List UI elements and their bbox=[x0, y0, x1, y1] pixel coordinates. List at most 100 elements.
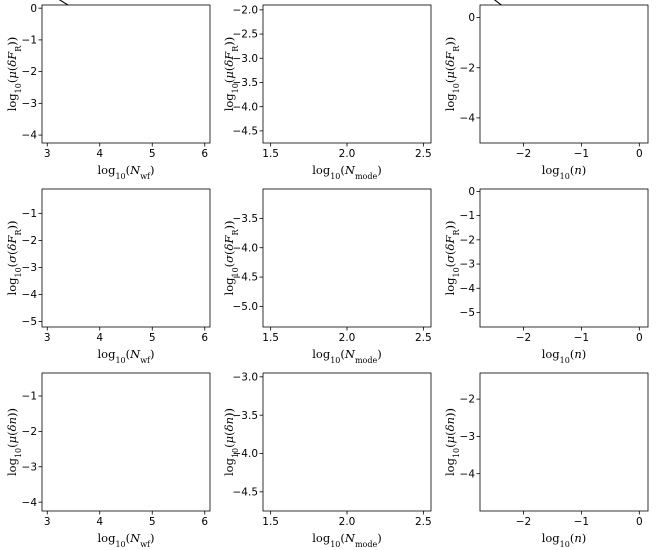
x-axis-ticks: −2 −1 0 bbox=[516, 143, 643, 160]
x-axis-ticks: 3 4 5 6 bbox=[44, 143, 208, 160]
y-tick-label: −4 bbox=[22, 497, 38, 509]
x-axis-label: log10(Nwf) bbox=[97, 531, 154, 549]
x-tick-label: 3 bbox=[44, 148, 51, 160]
y-axis-ticks: −5 −4 −3 −2 −1 bbox=[22, 208, 42, 328]
y-axis-label: log10(μ(δFR)) bbox=[222, 37, 240, 112]
plot-frame bbox=[479, 4, 649, 144]
x-tick-label: −2 bbox=[516, 148, 531, 160]
y-tick-label: 0 bbox=[468, 186, 475, 198]
x-tick-label: 6 bbox=[201, 332, 208, 344]
x-axis-label: log10(Nmode) bbox=[312, 347, 381, 365]
plot-frame bbox=[41, 372, 211, 512]
y-axis-ticks: −5 −4 −3 −2 −1 0 bbox=[460, 186, 480, 319]
y-tick-label: −3.5 bbox=[233, 77, 259, 89]
y-tick-label: −3.0 bbox=[233, 53, 259, 65]
y-axis-ticks: −5.0 −4.5 −4.0 −3.5 bbox=[233, 213, 263, 313]
panel-r3c2: 1.5 2.0 2.5 −4.5 −4.0 −3.5 −3.0 log10(Nmode) log… bbox=[222, 371, 432, 548]
x-axis-label: log10(n) bbox=[542, 531, 587, 549]
y-axis-ticks: −4 −3 −2 −1 bbox=[22, 391, 42, 509]
y-axis-label: log10(μ(δn)) bbox=[443, 408, 461, 476]
plot-frame bbox=[41, 4, 211, 144]
x-tick-label: −2 bbox=[516, 516, 531, 528]
x-tick-label: 5 bbox=[149, 516, 156, 528]
y-tick-label: −5 bbox=[22, 316, 37, 328]
plot-frame bbox=[262, 188, 432, 328]
y-tick-label: −1 bbox=[22, 391, 37, 403]
y-tick-label: −1 bbox=[460, 210, 475, 222]
y-axis-ticks: −4 −3 −2 −1 0 bbox=[22, 3, 42, 142]
y-axis-label: log10(σ(δFR)) bbox=[222, 221, 240, 296]
x-tick-label: 4 bbox=[96, 332, 103, 344]
y-axis-ticks: −4 −3 −2 bbox=[460, 394, 480, 480]
x-tick-label: 5 bbox=[149, 148, 156, 160]
y-tick-label: 0 bbox=[468, 12, 475, 24]
y-tick-label: −3 bbox=[22, 98, 37, 110]
x-axis-ticks: −2 −1 0 bbox=[516, 511, 643, 528]
x-axis-ticks: 1.5 2.0 2.5 bbox=[262, 511, 432, 528]
x-tick-label: 4 bbox=[96, 516, 103, 528]
y-axis-ticks: −4.5 −4.0 −3.5 −3.0 −2.5 −2.0 bbox=[233, 4, 263, 137]
x-tick-label: 0 bbox=[636, 332, 643, 344]
y-axis-label: log10(σ(δFR)) bbox=[443, 221, 461, 296]
y-tick-label: −3 bbox=[460, 431, 475, 443]
y-axis-label: log10(μ(δFR)) bbox=[443, 37, 461, 112]
x-axis-ticks: 3 4 5 6 bbox=[44, 327, 208, 344]
x-tick-label: −1 bbox=[574, 148, 589, 160]
y-tick-label: −5.0 bbox=[233, 301, 259, 313]
x-tick-label: −1 bbox=[574, 332, 589, 344]
x-tick-label: 2.5 bbox=[415, 332, 432, 344]
x-tick-label: 1.5 bbox=[262, 148, 279, 160]
y-tick-label: −1 bbox=[22, 34, 37, 46]
y-tick-label: −4.0 bbox=[233, 242, 259, 254]
x-axis-ticks: −2 −1 0 bbox=[516, 327, 643, 344]
panel-r1c2: 1.5 2.0 2.5 −4.5 −4.0 −3.5 −3.0 −2.5 −2.0 log10(N… bbox=[222, 4, 432, 180]
y-tick-label: −3 bbox=[460, 259, 475, 271]
y-axis-label: log10(μ(δFR)) bbox=[5, 37, 23, 112]
y-tick-label: −3 bbox=[22, 262, 37, 274]
panel-r3c1: 3 4 5 6 −4 −3 −2 −1 log10(Nwf) log10(μ(δn)) bbox=[5, 372, 211, 549]
y-tick-label: −3.5 bbox=[233, 410, 259, 422]
y-tick-label: −4.0 bbox=[233, 448, 259, 460]
y-axis-ticks: −4 −2 0 bbox=[460, 12, 480, 125]
y-tick-label: −2 bbox=[22, 66, 37, 78]
x-axis-label: log10(n) bbox=[542, 163, 587, 181]
y-tick-label: −1 bbox=[22, 208, 37, 220]
x-tick-label: 2.5 bbox=[415, 148, 432, 160]
x-tick-label: 0 bbox=[636, 516, 643, 528]
x-tick-label: 0 bbox=[636, 148, 643, 160]
x-tick-label: 4 bbox=[96, 148, 103, 160]
y-axis-label: log10(μ(δn)) bbox=[222, 408, 240, 476]
plot-frame bbox=[262, 372, 432, 512]
y-tick-label: −4.5 bbox=[233, 486, 259, 498]
x-tick-label: 2.5 bbox=[415, 516, 432, 528]
y-tick-label: 0 bbox=[30, 3, 37, 15]
y-tick-label: −2 bbox=[22, 426, 37, 438]
y-tick-label: −2 bbox=[22, 235, 37, 247]
x-axis-label: log10(Nwf) bbox=[97, 347, 154, 365]
y-tick-label: −4 bbox=[460, 113, 476, 125]
panel-r1c1: 3 4 5 6 −4 −3 −2 −1 0 log10(Nwf) log10(μ(δFR)) bbox=[5, 0, 211, 181]
y-tick-label: −3.5 bbox=[233, 213, 259, 225]
y-tick-label: −4 bbox=[460, 283, 476, 295]
x-tick-label: 1.5 bbox=[262, 516, 279, 528]
x-tick-label: 5 bbox=[149, 332, 156, 344]
y-tick-label: −4 bbox=[22, 289, 38, 301]
y-tick-label: −2 bbox=[460, 394, 475, 406]
y-tick-label: −4 bbox=[22, 130, 38, 142]
x-axis-ticks: 1.5 2.0 2.5 bbox=[262, 143, 432, 160]
y-tick-label: −3 bbox=[22, 461, 37, 473]
panel-r2c1: 3 4 5 6 −5 −4 −3 −2 −1 log10(Nwf) log10(σ(δFR)) bbox=[5, 188, 211, 365]
plot-frame bbox=[479, 372, 649, 512]
x-tick-label: 6 bbox=[201, 516, 208, 528]
x-axis-label: log10(Nmode) bbox=[312, 163, 381, 181]
y-axis-ticks: −4.5 −4.0 −3.5 −3.0 bbox=[233, 371, 263, 498]
y-tick-label: −4.5 bbox=[233, 125, 259, 137]
plot-frame bbox=[41, 188, 211, 328]
panel-r2c2: 1.5 2.0 2.5 −5.0 −4.5 −4.0 −3.5 log10(Nmode) log… bbox=[222, 188, 432, 365]
x-tick-label: 1.5 bbox=[262, 332, 279, 344]
y-tick-label: −2 bbox=[460, 62, 475, 74]
x-tick-label: 3 bbox=[44, 332, 51, 344]
y-tick-label: −3.0 bbox=[233, 371, 259, 383]
x-axis-label: log10(Nwf) bbox=[97, 163, 154, 181]
